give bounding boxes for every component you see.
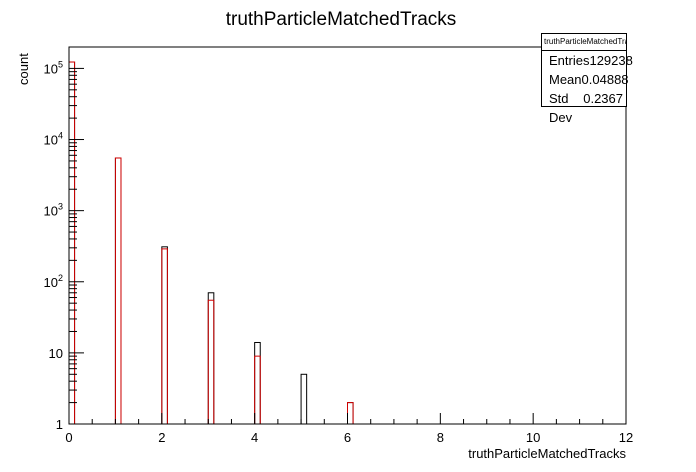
histogram-bar: [68, 61, 76, 425]
stats-row-entries: Entries 129238: [542, 51, 633, 70]
histogram-bar: [68, 61, 76, 425]
stats-label: Mean: [549, 72, 582, 87]
x-tick-label: 6: [344, 430, 351, 445]
stats-label: Std Dev: [549, 91, 573, 125]
x-axis-label: truthParticleMatchedTracks: [468, 446, 626, 461]
histogram-bar: [161, 246, 168, 425]
y-tick-label: 103: [44, 202, 63, 219]
histogram-bar: [207, 292, 215, 425]
histogram-bar: [114, 157, 122, 425]
y-tick-label: 10: [49, 346, 63, 361]
histogram-bar: [300, 373, 308, 425]
stats-value: 0.04888: [581, 72, 629, 87]
stats-row-mean: Mean 0.04888: [542, 70, 629, 89]
x-tick-label: 2: [158, 430, 165, 445]
histogram-bar: [347, 402, 354, 425]
histogram-bar: [207, 299, 215, 425]
y-tick-label: 105: [44, 59, 63, 76]
bars-layer: [68, 61, 354, 425]
histogram-bar: [254, 341, 261, 425]
y-tick-label: 104: [44, 131, 63, 148]
histogram-bar: [347, 402, 354, 425]
y-axis-label: count: [16, 53, 31, 85]
axes-layer: 0 2 4 6 8 10 12 1 10 102 103 104 105: [44, 46, 633, 445]
stats-value: 129238: [589, 53, 633, 68]
chart-title: truthParticleMatchedTracks: [226, 9, 457, 30]
stats-value: 0.2367: [583, 91, 623, 106]
x-tick-label: 12: [619, 430, 633, 445]
stats-label: Entries: [549, 53, 590, 68]
y-tick-label: 102: [44, 273, 63, 290]
y-tick-label: 1: [56, 417, 63, 432]
stats-box: truthParticleMatchedTracks Entries 12923…: [541, 33, 633, 125]
histogram-bar: [254, 355, 261, 425]
stats-box-title: truthParticleMatchedTracks: [542, 34, 626, 51]
x-tick-label: 10: [526, 430, 540, 445]
x-tick-label: 8: [437, 430, 444, 445]
x-tick-label: 4: [251, 430, 258, 445]
stats-row-stddev: Std Dev 0.2367: [542, 89, 626, 125]
histogram-bar: [161, 248, 168, 425]
histogram-bar: [114, 157, 122, 425]
x-tick-label: 0: [65, 430, 72, 445]
